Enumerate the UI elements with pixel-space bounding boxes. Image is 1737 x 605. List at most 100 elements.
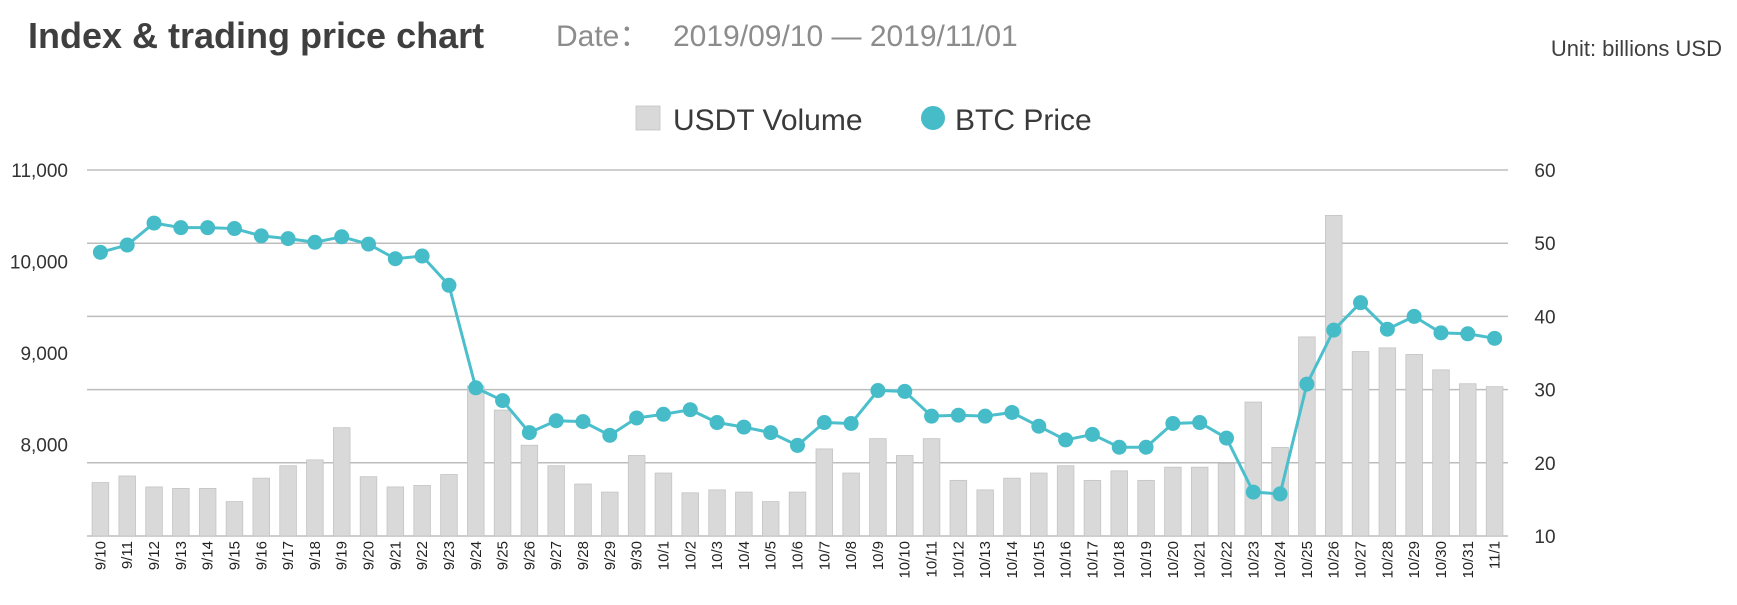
x-tick-label: 10/26 <box>1326 541 1343 579</box>
x-tick-label: 9/21 <box>387 541 404 570</box>
x-tick-label: 10/16 <box>1058 541 1075 579</box>
x-tick-label: 9/25 <box>495 541 512 570</box>
x-tick-label: 10/13 <box>977 541 994 579</box>
right-tick-label: 30 <box>1534 381 1555 402</box>
x-tick-label: 10/4 <box>736 541 753 570</box>
price-point <box>1004 404 1020 420</box>
x-tick-label: 10/27 <box>1353 541 1370 579</box>
right-tick-label: 10 <box>1534 527 1555 548</box>
price-point <box>173 220 189 236</box>
right-axis-ticks: 60 50 40 30 20 10 <box>1534 161 1555 548</box>
volume-bar <box>896 455 914 537</box>
x-tick-label: 10/17 <box>1084 541 1101 579</box>
x-tick-label: 10/29 <box>1406 541 1423 579</box>
volume-bar <box>1298 336 1316 537</box>
x-tick-label: 9/19 <box>334 541 351 570</box>
price-point <box>1138 439 1154 455</box>
x-tick-label: 10/14 <box>1004 541 1021 579</box>
x-tick-label: 10/1 <box>655 541 672 570</box>
price-point <box>655 406 671 422</box>
x-tick-label: 10/11 <box>924 541 941 577</box>
volume-bar <box>1056 465 1075 537</box>
x-tick-label: 9/13 <box>173 541 190 570</box>
volume-bar <box>520 444 539 537</box>
x-tick-label: 10/30 <box>1433 541 1450 579</box>
volume-bar <box>842 472 860 537</box>
x-tick-label: 10/19 <box>1138 541 1155 579</box>
x-tick-label: 10/24 <box>1272 541 1289 579</box>
price-point <box>1058 432 1074 448</box>
volume-bar <box>735 491 753 537</box>
price-point <box>119 237 135 253</box>
volume-bar <box>547 465 565 537</box>
volume-bar <box>976 489 994 537</box>
price-point <box>307 234 323 250</box>
price-point <box>468 380 484 396</box>
price-point <box>1460 326 1476 342</box>
x-tick-label: 10/12 <box>950 541 967 579</box>
x-tick-label: 10/5 <box>763 541 780 570</box>
volume-bar <box>306 459 324 537</box>
volume-bar <box>1405 354 1423 537</box>
price-point <box>575 414 591 430</box>
price-point <box>736 419 752 435</box>
left-tick-label: 10,000 <box>10 253 68 274</box>
price-point <box>1353 295 1369 311</box>
price-point <box>146 215 162 231</box>
volume-bar <box>922 438 941 537</box>
volume-bar <box>386 486 405 537</box>
volume-bar <box>1083 479 1102 537</box>
volume-bar <box>654 472 673 537</box>
price-point <box>629 410 645 426</box>
volume-bar <box>1485 386 1504 537</box>
x-tick-label: 9/12 <box>146 541 163 570</box>
left-tick-label: 8,000 <box>20 436 68 457</box>
x-tick-label: 10/10 <box>897 541 914 579</box>
x-tick-label: 10/21 <box>1192 541 1209 579</box>
volume-bar <box>413 485 431 537</box>
legend-label-volume: USDT Volume <box>673 104 863 137</box>
price-point <box>790 437 805 453</box>
x-tick-label: 9/26 <box>521 541 538 570</box>
volume-bar <box>1432 369 1450 537</box>
price-point <box>816 415 832 431</box>
x-tick-label: 9/14 <box>200 541 217 570</box>
price-point <box>1111 439 1127 455</box>
price-point <box>1218 430 1234 446</box>
price-point <box>361 236 377 252</box>
price-point <box>709 415 725 431</box>
volume-bar <box>1164 466 1182 537</box>
right-tick-label: 50 <box>1534 234 1555 255</box>
volume-bar <box>1030 472 1048 537</box>
price-point <box>495 393 511 409</box>
price-point <box>1245 484 1261 500</box>
x-tick-label: 10/7 <box>816 541 833 570</box>
x-tick-label: 10/2 <box>682 541 699 570</box>
price-point <box>950 407 966 423</box>
x-tick-label: 10/6 <box>790 541 807 570</box>
volume-bar <box>681 492 699 537</box>
volume-bar <box>172 488 190 537</box>
right-tick-label: 60 <box>1534 161 1555 182</box>
date-range: 2019/09/10 — 2019/11/01 <box>673 20 1018 53</box>
volume-bar <box>869 438 887 537</box>
volume-bars <box>91 214 1504 537</box>
price-point <box>870 383 886 399</box>
price-point <box>1165 415 1181 431</box>
legend-swatch-price <box>921 106 945 130</box>
volume-bar <box>332 427 351 537</box>
x-tick-label: 9/11 <box>119 541 136 569</box>
x-tick-label: 9/10 <box>92 541 109 570</box>
x-tick-label: 10/15 <box>1031 541 1048 579</box>
price-points <box>92 215 1503 502</box>
x-tick-label: 10/28 <box>1379 541 1396 579</box>
x-tick-label: 9/22 <box>414 541 431 570</box>
x-tick-label: 11/1 <box>1487 541 1504 569</box>
volume-bar <box>815 448 834 537</box>
volume-bar <box>198 488 217 537</box>
price-point <box>1192 415 1208 431</box>
price-point <box>897 383 913 399</box>
price-point <box>1379 321 1395 337</box>
volume-bar <box>145 486 163 537</box>
